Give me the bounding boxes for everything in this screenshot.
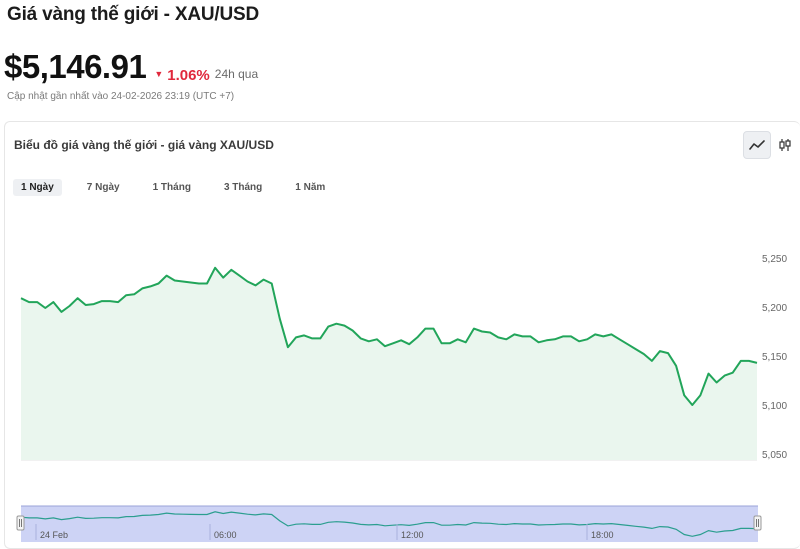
- chart-title: Biểu đồ giá vàng thế giới - giá vàng XAU…: [14, 138, 274, 152]
- chart-area-fill: [21, 267, 757, 460]
- navigator-series-line: [20, 511, 758, 537]
- chart-card: Biểu đồ giá vàng thế giới - giá vàng XAU…: [4, 121, 800, 549]
- line-chart-icon: [749, 140, 765, 150]
- price-summary: $5,146.91 ▼ 1.06% 24h qua: [4, 48, 258, 86]
- down-arrow-icon: ▼: [154, 69, 164, 79]
- current-price: $5,146.91: [4, 48, 147, 85]
- tab-1-year[interactable]: 1 Năm: [295, 182, 326, 193]
- navigator-tick-label: 06:00: [214, 530, 237, 540]
- candlestick-icon: [779, 139, 791, 151]
- y-tick-label: 5,250: [762, 254, 787, 265]
- navigator-tick-label: 18:00: [591, 530, 614, 540]
- y-tick-label: 5,100: [762, 401, 787, 412]
- page-title: Giá vàng thế giới - XAU/USD: [7, 4, 259, 25]
- navigator-tick-label: 12:00: [401, 530, 424, 540]
- candlestick-chart-button[interactable]: [771, 131, 799, 159]
- navigator-right-handle[interactable]: [753, 515, 762, 531]
- change-percent: 1.06%: [167, 66, 210, 84]
- chart-series-line: [20, 266, 758, 406]
- last-updated: Cập nhật gần nhất vào 24-02-2026 23:19 (…: [7, 91, 235, 102]
- chart-type-toggle: [743, 131, 799, 159]
- y-tick-label: 5,050: [762, 450, 787, 461]
- tab-3-months[interactable]: 3 Tháng: [223, 182, 263, 193]
- line-chart-button[interactable]: [743, 131, 771, 159]
- period-tabs: 1 Ngày 7 Ngày 1 Tháng 3 Tháng 1 Năm: [13, 179, 350, 196]
- tab-1-month[interactable]: 1 Tháng: [152, 182, 191, 193]
- y-tick-label: 5,150: [762, 352, 787, 363]
- navigator-tick-label: 24 Feb: [40, 530, 68, 540]
- tab-1-day[interactable]: 1 Ngày: [13, 179, 62, 196]
- change-period: 24h qua: [214, 67, 259, 81]
- navigator-selected-range: [21, 506, 758, 542]
- y-tick-label: 5,200: [762, 303, 787, 314]
- navigator-left-handle[interactable]: [16, 515, 25, 531]
- navigator[interactable]: 24 Feb 06:00 12:00 18:00: [16, 505, 762, 542]
- price-change: ▼ 1.06%: [154, 67, 209, 84]
- tab-7-days[interactable]: 7 Ngày: [86, 182, 120, 193]
